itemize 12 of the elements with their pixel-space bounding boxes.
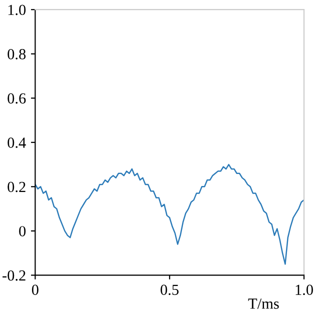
- y-tick-label: 0.6: [8, 93, 26, 104]
- y-tick-label: 0: [19, 226, 26, 236]
- y-tick-label: 0.2: [8, 182, 26, 192]
- y-tick-label: 0.4: [8, 138, 26, 148]
- x-tick-label: 0.5: [160, 284, 179, 296]
- y-tick-label: -0.2: [2, 270, 26, 281]
- x-tick-label: 0: [32, 284, 38, 295]
- x-tick-label: 1.0: [296, 284, 313, 296]
- y-tick-label: 0.8: [8, 49, 26, 60]
- y-tick-label: 1.0: [8, 4, 26, 16]
- line-series: [35, 164, 304, 265]
- x-axis-title: T/ms: [248, 298, 279, 309]
